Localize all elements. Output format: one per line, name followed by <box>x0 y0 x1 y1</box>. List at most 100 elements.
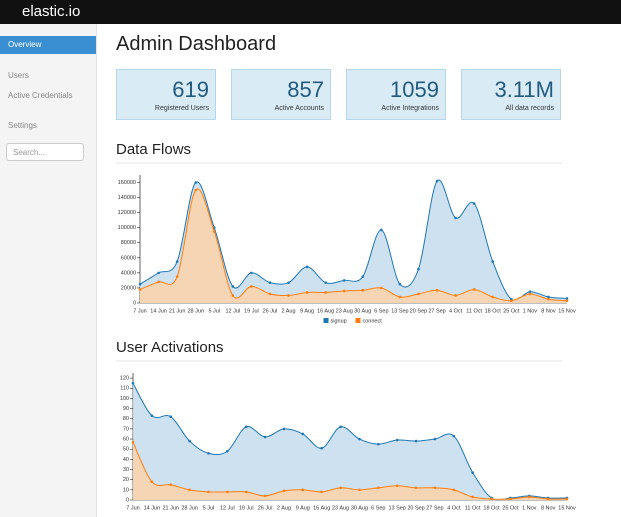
point <box>377 442 380 446</box>
point <box>231 285 235 288</box>
point <box>244 490 248 494</box>
stat-label: All data records <box>505 105 554 112</box>
point <box>395 484 399 488</box>
point <box>194 188 197 192</box>
point <box>361 288 365 292</box>
stat-value: 3.11M <box>494 77 554 102</box>
point <box>565 299 569 303</box>
point <box>546 497 550 501</box>
area <box>140 188 567 303</box>
x-tick-label: 8 Nov <box>541 308 556 314</box>
point <box>169 415 173 418</box>
nav-item[interactable]: Users <box>8 71 29 80</box>
point <box>454 216 457 220</box>
point <box>547 295 550 299</box>
point <box>380 228 383 232</box>
section-title: Data Flows <box>116 141 191 158</box>
nav-item[interactable]: Overview <box>0 36 96 54</box>
x-tick-label: 2 Aug <box>281 308 295 314</box>
x-tick-label: 4 Oct <box>447 505 461 511</box>
sidebar <box>0 24 97 517</box>
legend-swatch <box>323 318 329 323</box>
logo[interactable]: elastic.io <box>22 3 81 20</box>
point <box>380 286 383 290</box>
stat-value: 619 <box>172 77 209 102</box>
point <box>433 437 437 441</box>
x-tick-label: 18 Oct <box>485 308 502 314</box>
point <box>305 265 309 269</box>
x-tick-label: 11 Oct <box>466 308 482 314</box>
point <box>339 486 342 490</box>
x-tick-label: 13 Sep <box>391 308 408 314</box>
point <box>509 497 512 501</box>
point <box>377 486 380 490</box>
point <box>491 295 495 299</box>
y-tick-label: 40 <box>123 457 129 463</box>
point <box>547 297 550 301</box>
x-tick-label: 13 Sep <box>388 505 405 511</box>
x-tick-label: 2 Aug <box>277 505 291 511</box>
point <box>339 425 342 429</box>
x-tick-label: 6 Sep <box>374 308 388 314</box>
x-tick-label: 9 Aug <box>300 308 314 314</box>
point <box>138 288 142 291</box>
point <box>472 202 476 205</box>
point <box>528 292 532 296</box>
page-title: Admin Dashboard <box>116 33 277 55</box>
area <box>133 442 567 500</box>
point <box>207 490 210 494</box>
y-tick-label: 60 <box>123 436 129 442</box>
line <box>132 441 568 500</box>
stat-label: Registered Users <box>154 105 209 112</box>
point <box>320 446 323 450</box>
search-input[interactable]: Search... <box>6 143 84 161</box>
point <box>138 282 142 286</box>
y-tick-label: 80000 <box>121 240 136 246</box>
point <box>398 295 402 299</box>
x-tick-label: 28 Jun <box>181 505 198 511</box>
x-tick-label: 8 Nov <box>541 505 556 511</box>
x-tick-label: 16 Aug <box>313 505 330 511</box>
point <box>131 381 135 385</box>
x-tick-label: 7 Jun <box>133 308 146 314</box>
y-tick-label: 0 <box>126 497 129 503</box>
stat-card: 857 Active Accounts <box>231 69 331 120</box>
y-tick-label: 20000 <box>121 285 136 291</box>
point <box>454 294 457 297</box>
x-tick-label: 28 Jun <box>187 308 204 314</box>
x-tick-label: 15 Nov <box>558 505 576 511</box>
point <box>527 495 531 499</box>
point <box>528 290 532 294</box>
point <box>471 495 474 499</box>
section-title: User Activations <box>116 339 224 356</box>
point <box>131 440 135 444</box>
x-tick-label: 5 Jul <box>208 308 220 314</box>
point <box>472 288 476 291</box>
x-tick-label: 14 Jun <box>150 308 167 314</box>
point <box>263 435 267 439</box>
area <box>140 179 567 303</box>
point <box>361 275 365 278</box>
stat-label: Active Integrations <box>381 105 439 112</box>
point <box>207 451 210 455</box>
stat-card: 1059 Active Integrations <box>346 69 446 120</box>
stat-card: 619 Registered Users <box>116 69 216 120</box>
point <box>490 497 493 501</box>
nav-item[interactable]: Settings <box>8 121 37 130</box>
nav-item[interactable]: Active Credentials <box>8 91 73 100</box>
point <box>565 497 569 501</box>
y-tick-label: 160000 <box>118 180 136 186</box>
x-tick-label: 23 Aug <box>332 505 349 511</box>
point <box>150 414 154 417</box>
point <box>320 490 323 494</box>
x-tick-label: 1 Nov <box>522 505 537 511</box>
point <box>491 260 495 263</box>
point <box>169 483 173 487</box>
point <box>342 279 346 282</box>
point <box>471 471 474 474</box>
point <box>287 294 290 297</box>
point <box>175 260 179 263</box>
point <box>226 449 229 453</box>
